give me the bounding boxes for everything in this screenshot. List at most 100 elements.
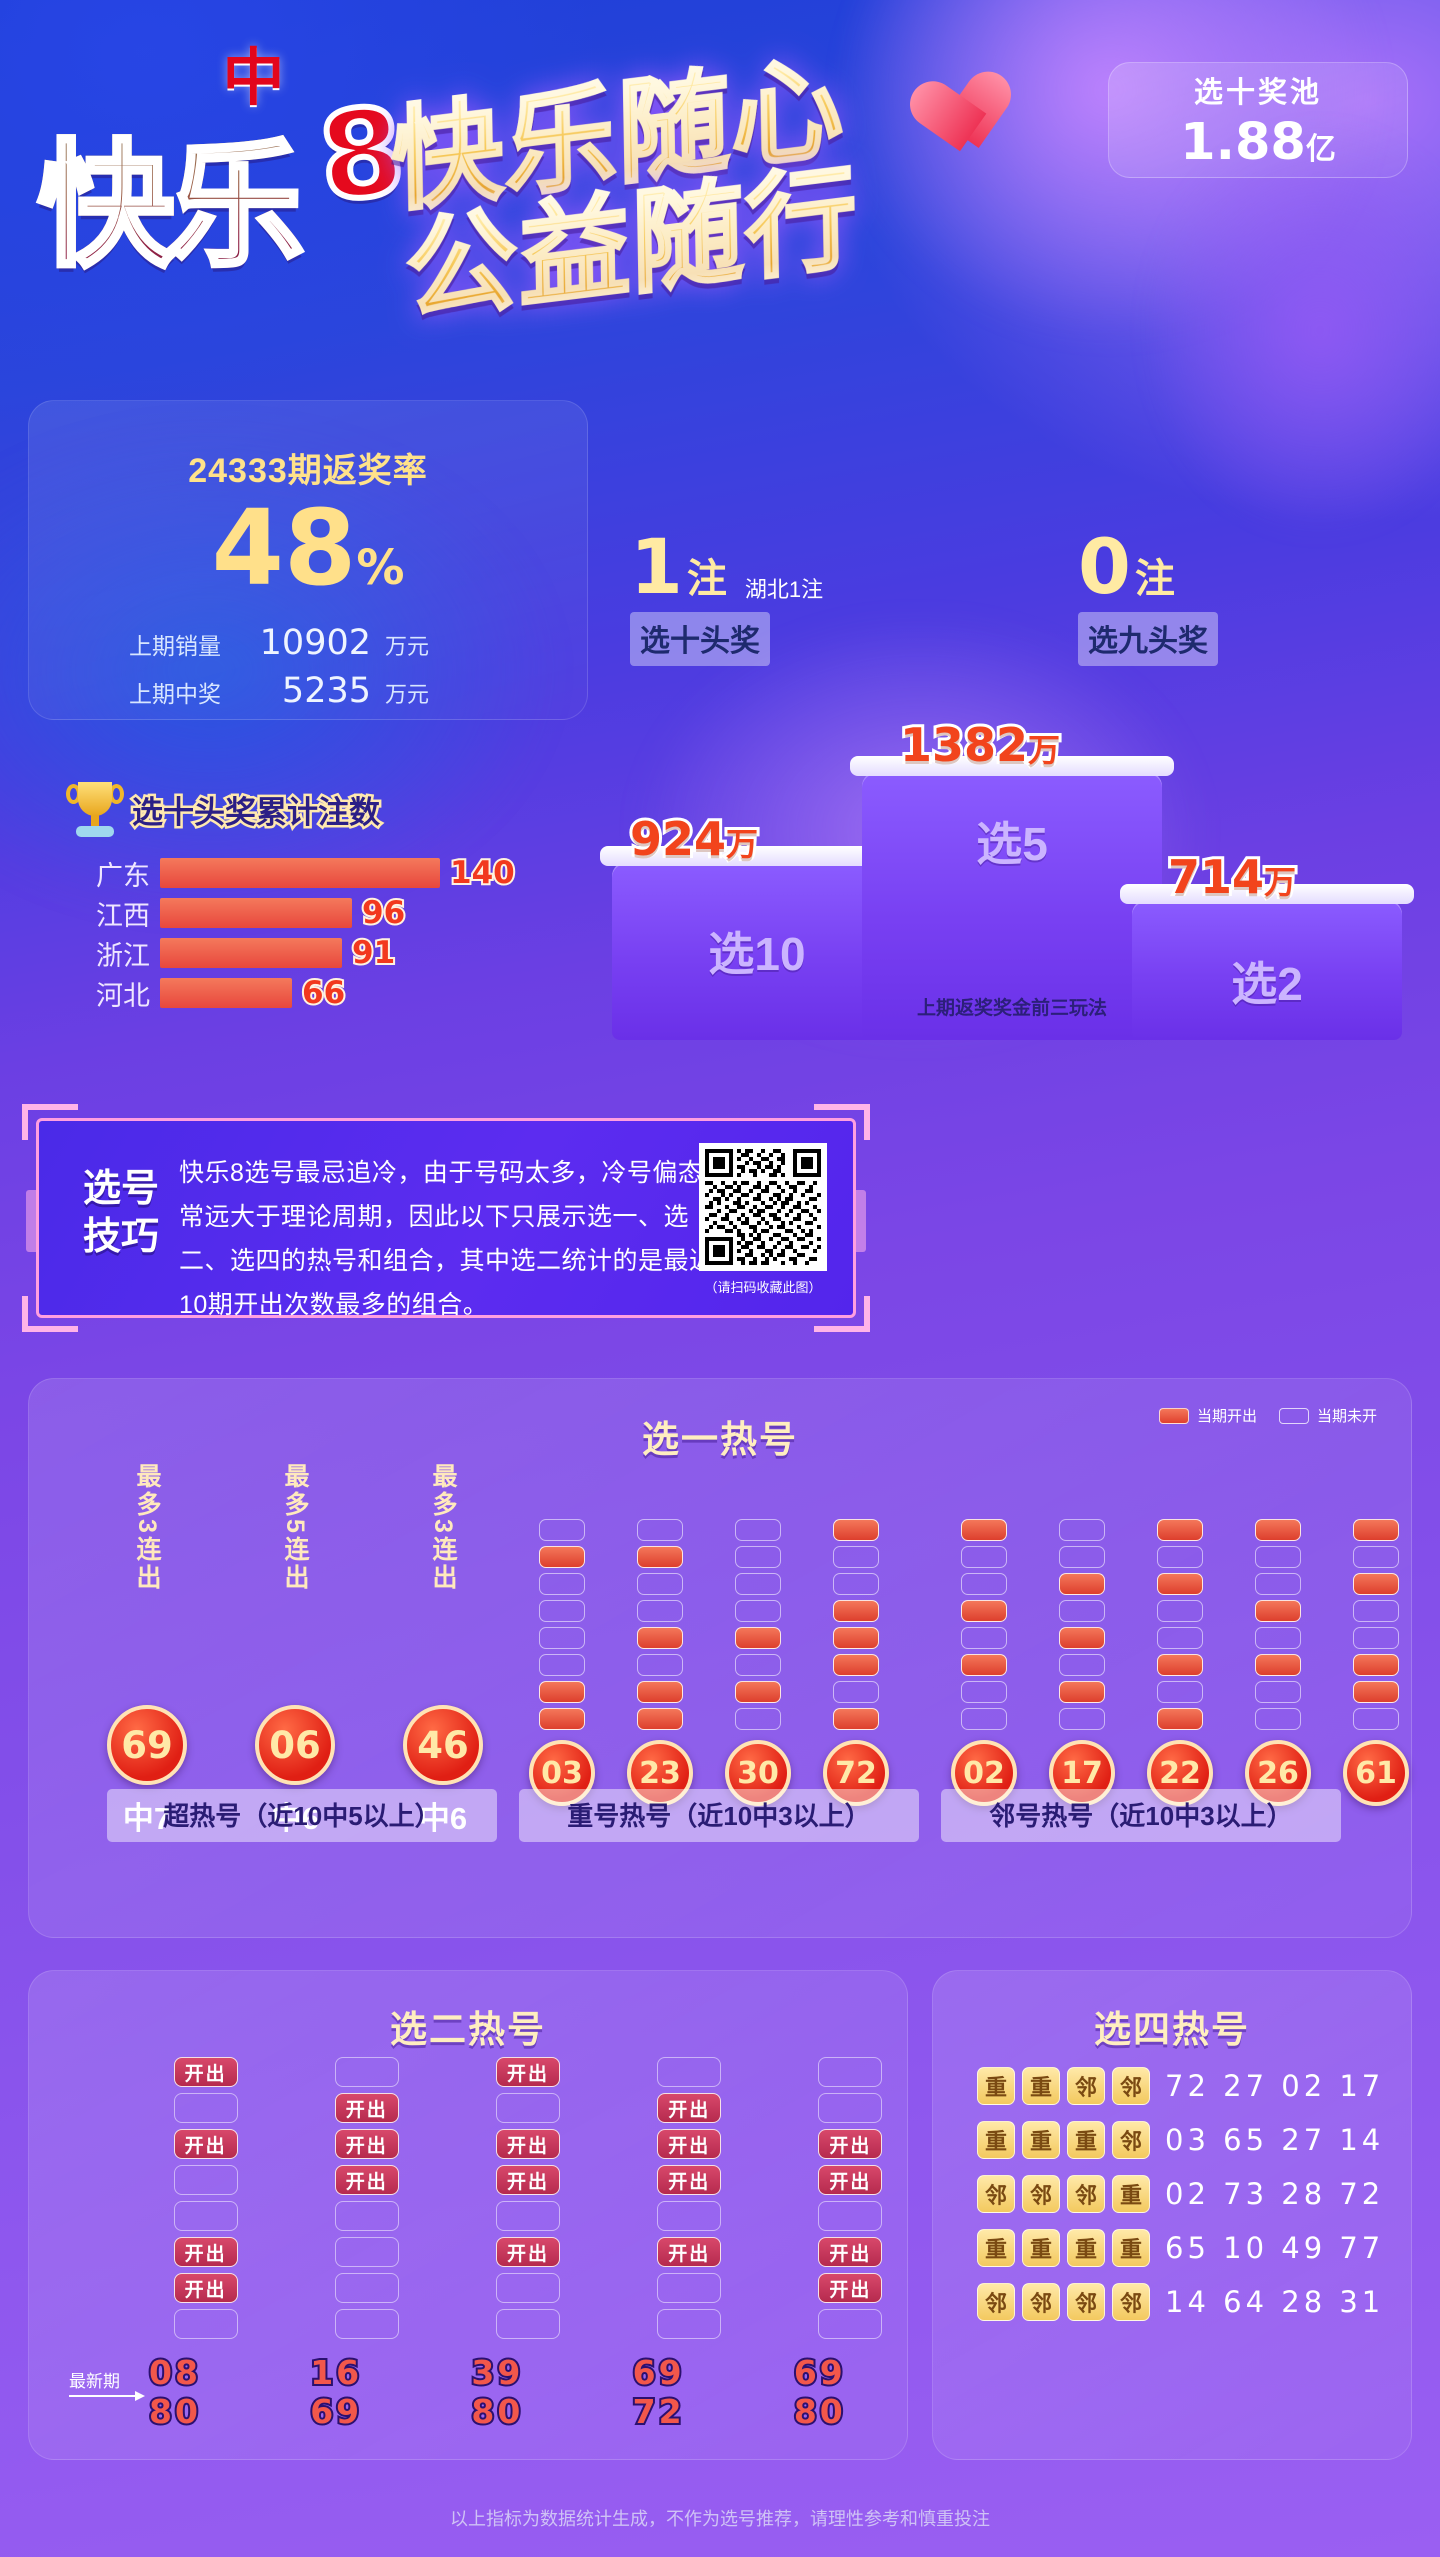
bar-row: 河北 66 [40, 973, 600, 1013]
tips-badge: 选号 技巧 [73, 1165, 169, 1261]
hot-number-item: 最多3连出 46 中6 [403, 1463, 483, 1838]
draw-cells: 开出 开出 开出 开出 [657, 2057, 722, 2339]
qr-note: （请扫码收藏此图） [704, 1280, 822, 1295]
combo-tag: 重 [1067, 2229, 1105, 2267]
hot-number-item: 72 [823, 1519, 889, 1806]
china-welfare-lottery-icon: 中 [222, 44, 284, 113]
pick2-title: 选二热号 [390, 2009, 546, 2050]
number-ball: 72 [823, 1740, 889, 1806]
legend-swatch-off [1278, 1407, 1309, 1424]
hot-number-item: 22 [1147, 1519, 1213, 1806]
number-ball: 23 [627, 1740, 693, 1806]
streak-cells [735, 1519, 781, 1730]
rate-row-unit: 万元 [385, 682, 430, 707]
winner-unit: 注 [1134, 557, 1175, 601]
pool-unit: 亿 [1305, 131, 1336, 167]
bar-fill [160, 898, 352, 928]
pick1-title: 选一热号 [642, 1419, 798, 1460]
pick2-columns: 开出 开出 开出 开出 08 80 开出 开出 开出 16 69 开出 开出 开出 开出 39 … [147, 2057, 907, 2433]
rate-row-value: 5235 [281, 671, 371, 711]
draw-cells: 开出 开出 开出 开出 [818, 2057, 883, 2339]
winner-unit: 注 [686, 557, 727, 601]
podium-chart: 选10 924万 选5 1382万 选2 714万 上期返奖奖金前三玩法 [600, 715, 1414, 1040]
podium-note: 上期返奖奖金前三玩法 [916, 998, 1107, 1019]
bar-fill [160, 978, 292, 1008]
winner-count: 1 [630, 522, 683, 611]
hot-number-item: 最多3连出 69 中7 [107, 1463, 187, 1838]
streak-cells [833, 1519, 879, 1730]
province-chart-title: 选十头奖累计注数 [130, 792, 383, 832]
province-bars: 广东 140 江西 96 浙江 91 河北 66 [40, 853, 600, 1013]
hot-number-item: 17 [1049, 1519, 1115, 1806]
number-ball: 26 [1245, 1740, 1311, 1806]
combo-tag: 邻 [1067, 2175, 1105, 2213]
combo-numbers: 02 73 28 72 [1165, 2177, 1385, 2211]
bar-value: 66 [300, 973, 347, 1013]
bar-fill [160, 858, 440, 888]
pair-numbers: 08 80 [147, 2351, 201, 2433]
bar-value: 140 [448, 853, 517, 893]
frame-corner-bl [22, 1296, 78, 1332]
hot-number-item: 30 [725, 1519, 791, 1806]
streak-label: 最多5连出 [281, 1463, 309, 1592]
streak-cells [1157, 1519, 1203, 1730]
combo-tag: 邻 [1022, 2283, 1060, 2321]
tips-badge-line1: 选号 [82, 1168, 159, 1210]
combo-tag: 邻 [1112, 2283, 1150, 2321]
bar-row: 广东 140 [40, 853, 600, 893]
hot-number-item: 最多5连出 06 中6 [255, 1463, 335, 1838]
combo-tag: 邻 [1112, 2121, 1150, 2159]
bg-glow-b [1140, 120, 1440, 540]
pick4-rows: 重 重 邻 邻 72 27 02 17 重 重 重 邻 03 65 27 14 … [977, 2067, 1384, 2337]
pick4-title: 选四热号 [1094, 2009, 1250, 2050]
group-tag-neighbour: 邻号热号（近10中3以上） [941, 1789, 1341, 1842]
pair-numbers: 69 80 [792, 2351, 846, 2433]
number-ball: 03 [529, 1740, 595, 1806]
qr-code[interactable] [699, 1143, 827, 1271]
bar-row: 浙江 91 [40, 933, 600, 973]
return-rate-card: 24333期返奖率 48% 上期销量 10902 万元 上期中奖 5235 万元 [28, 400, 588, 720]
podium-step-label: 选2 [1231, 958, 1303, 1010]
slogan-art: 快乐随心 公益随行 [370, 26, 1060, 339]
tips-panel: 选号 技巧 快乐8选号最忌追冷，由于号码太多，冷号偏态常常远大于理论周期，因此以… [36, 1118, 856, 1319]
rate-row-unit: 万元 [385, 634, 430, 659]
podium-step-label: 选10 [708, 928, 806, 980]
pick2-card: 选二热号 最新期 开出 开出 开出 开出 08 80 开出 开出 开出 16 69 开出 [28, 1970, 908, 2460]
podium-step-pick10: 选10 [600, 846, 914, 1040]
pick4-row: 重 重 重 重 65 10 49 77 [977, 2229, 1384, 2267]
bar-value: 96 [360, 893, 407, 933]
hot-number-item: 03 [529, 1519, 595, 1806]
pool-label: 选十奖池 [1193, 76, 1322, 109]
bar-category: 浙江 [96, 940, 150, 971]
hot-number-item: 02 [951, 1519, 1017, 1806]
combo-tag: 重 [977, 2067, 1015, 2105]
draw-cells: 开出 开出 开出 [334, 2057, 399, 2339]
pool-amount: 1.88亿 [1180, 112, 1336, 172]
combo-tag: 邻 [1067, 2283, 1105, 2321]
winner-count: 0 [1078, 522, 1131, 611]
hit-count: 中6 [270, 1801, 320, 1836]
hot-number-item: 23 [627, 1519, 693, 1806]
combo-numbers: 03 65 27 14 [1165, 2123, 1385, 2157]
streak-cells [1255, 1519, 1301, 1730]
brand-logo: 中 快乐 8 [28, 44, 414, 289]
combo-tag: 邻 [1067, 2067, 1105, 2105]
combo-tag: 邻 [977, 2175, 1015, 2213]
number-ball: 30 [725, 1740, 791, 1806]
pick4-row: 邻 邻 邻 邻 14 64 28 31 [977, 2283, 1384, 2321]
number-ball: 06 [255, 1705, 335, 1785]
bar-category: 广东 [96, 860, 150, 891]
winner-category: 选九头奖 [1078, 612, 1218, 666]
pick1-group-neighbour: 02 17 22 26 [951, 1519, 1409, 1806]
streak-cells [961, 1519, 1007, 1730]
province-bar-chart: 选十头奖累计注数 广东 140 江西 96 浙江 91 河北 66 [40, 778, 600, 1068]
legend-label-off: 当期未开 [1316, 1408, 1377, 1425]
pick4-row: 重 重 重 邻 03 65 27 14 [977, 2121, 1384, 2159]
legend-swatch-on [1158, 1407, 1189, 1424]
rate-detail-rows: 上期销量 10902 万元 上期中奖 5235 万元 [69, 623, 549, 719]
combo-tag: 邻 [1022, 2175, 1060, 2213]
combo-tag: 重 [1112, 2229, 1150, 2267]
pair-column: 开出 开出 开出 开出 69 80 [792, 2057, 907, 2433]
rate-row: 上期中奖 5235 万元 [69, 671, 549, 711]
